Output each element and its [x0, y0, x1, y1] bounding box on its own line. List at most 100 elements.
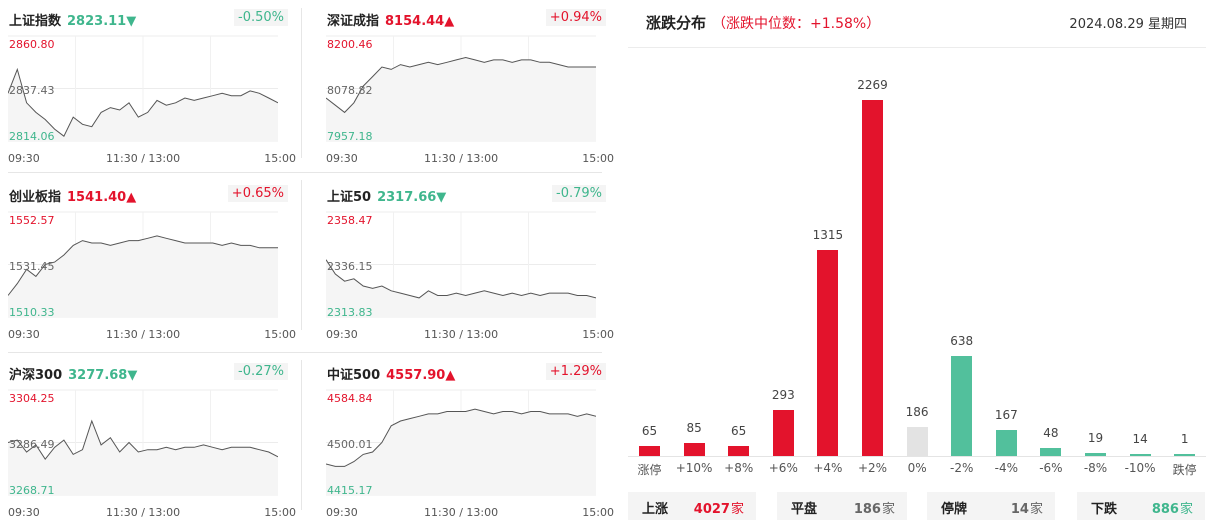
index-panel[interactable]: 沪深300 3277.68▼ -0.27% 3304.25 3286.49 3268.71… — [8, 362, 298, 520]
price-area — [8, 69, 278, 141]
row-divider — [8, 172, 602, 173]
y-mid-label: 3286.49 — [9, 438, 55, 451]
bar-category-label: 涨停 — [637, 463, 662, 477]
y-max-label: 4584.84 — [327, 392, 373, 405]
summary-count: 886家 — [1151, 502, 1193, 517]
index-name: 创业板指 1541.40▲ — [9, 190, 137, 205]
index-line-chart — [326, 389, 596, 496]
price-line — [8, 419, 278, 461]
index-line-chart — [326, 211, 596, 318]
index-panel[interactable]: 深证成指 8154.44▲ +0.94% 8200.46 8078.82 7957.18 0… — [326, 8, 616, 176]
distribution-bar[interactable] — [995, 430, 1017, 456]
x-label-close: 15:00 — [582, 328, 614, 341]
y-mid-label: 2837.43 — [9, 84, 55, 97]
bar-category-label: +6% — [768, 461, 798, 475]
x-label-open: 09:30 — [8, 506, 40, 519]
x-label-open: 09:30 — [8, 328, 40, 341]
column-divider — [301, 8, 302, 158]
index-name: 上证50 2317.66▼ — [327, 190, 447, 205]
row-divider — [8, 352, 602, 353]
bar-value-label: 293 — [771, 388, 795, 402]
x-label-close: 15:00 — [582, 152, 614, 165]
median-change: （涨跌中位数：+1.58%） — [712, 16, 881, 32]
bar-value-label: 65 — [731, 424, 747, 438]
index-change: -0.79% — [552, 185, 606, 202]
distribution-bar[interactable] — [951, 356, 973, 456]
index-price: 8154.44▲ — [385, 14, 455, 29]
y-min-label: 4415.17 — [327, 484, 373, 497]
summary-count: 14家 — [1010, 502, 1043, 517]
y-mid-label: 1531.45 — [9, 260, 55, 273]
trading-date: 2024.08.29 星期四 — [1069, 17, 1187, 32]
y-max-label: 8200.46 — [327, 38, 373, 51]
distribution-bar[interactable] — [683, 443, 705, 456]
y-max-label: 1552.57 — [9, 214, 55, 227]
bar-value-label: 65 — [641, 424, 658, 438]
price-line — [326, 56, 596, 114]
index-price: 2823.11▼ — [67, 14, 137, 29]
index-name: 深证成指 8154.44▲ — [327, 14, 455, 29]
index-price: 2317.66▼ — [377, 190, 447, 205]
distribution-bar[interactable] — [639, 446, 660, 456]
distribution-bar[interactable] — [817, 250, 839, 456]
distribution-bar[interactable] — [1085, 453, 1106, 456]
index-panel[interactable]: 中证500 4557.90▲ +1.29% 4584.84 4500.01 4415.17… — [326, 362, 616, 520]
bar-value-label: 19 — [1087, 431, 1104, 445]
index-panel[interactable]: 创业板指 1541.40▲ +0.65% 1552.57 1531.45 1510.33 0… — [8, 184, 298, 352]
distribution-title-text: 涨跌分布 — [646, 14, 707, 32]
x-label-midday: 11:30 / 13:00 — [106, 506, 181, 519]
x-label-midday: 11:30 / 13:00 — [424, 328, 499, 341]
price-area — [8, 235, 278, 317]
bar-category-label: -10% — [1124, 461, 1156, 475]
price-area — [326, 409, 596, 495]
column-divider — [301, 180, 302, 330]
summary-count: 186家 — [853, 502, 895, 517]
x-label-open: 09:30 — [326, 152, 358, 165]
index-panel[interactable]: 上证指数 2823.11▼ -0.50% 2860.80 2837.43 2814.06 0… — [8, 8, 298, 176]
index-line-chart — [8, 211, 278, 318]
index-name: 沪深300 3277.68▼ — [9, 368, 138, 383]
y-mid-label: 4500.01 — [327, 438, 373, 451]
summary-unit: 家 — [1029, 502, 1043, 517]
distribution-bar[interactable] — [862, 100, 883, 456]
distribution-bar[interactable] — [1174, 454, 1196, 456]
summary-label: 下跌 — [1091, 502, 1118, 517]
bar-value-label: 1 — [1180, 432, 1189, 446]
summary-label: 停牌 — [941, 502, 968, 517]
index-name: 上证指数 2823.11▼ — [9, 14, 137, 29]
y-max-label: 2860.80 — [9, 38, 55, 51]
x-label-close: 15:00 — [264, 506, 296, 519]
price-area — [8, 421, 278, 495]
y-min-label: 1510.33 — [9, 306, 55, 319]
bar-value-label: 48 — [1043, 426, 1059, 440]
index-panel[interactable]: 上证50 2317.66▼ -0.79% 2358.47 2336.15 2313.83 0… — [326, 184, 616, 352]
bar-category-label: 跌停 — [1172, 463, 1197, 477]
bar-category-label: +2% — [857, 461, 888, 475]
bar-value-label: 167 — [994, 408, 1018, 422]
bar-category-label: +8% — [724, 461, 754, 475]
distribution-bar[interactable] — [906, 427, 928, 456]
summary-item: 停牌 14家 — [927, 492, 1055, 520]
x-label-midday: 11:30 / 13:00 — [424, 152, 499, 165]
distribution-bar[interactable] — [772, 410, 794, 456]
summary-item: 下跌 886家 — [1077, 492, 1205, 520]
distribution-bar[interactable] — [1040, 448, 1062, 456]
price-area — [326, 57, 596, 141]
index-change: +0.94% — [545, 9, 606, 26]
index-price: 3277.68▼ — [68, 368, 138, 383]
x-label-close: 15:00 — [582, 506, 614, 519]
summary-item: 上涨 4027家 — [628, 492, 756, 520]
bar-value-label: 1315 — [812, 228, 844, 242]
index-change: +0.65% — [227, 185, 288, 202]
y-min-label: 7957.18 — [327, 130, 373, 143]
distribution-bar[interactable] — [728, 446, 750, 456]
bar-value-label: 85 — [686, 421, 702, 435]
summary-unit: 家 — [881, 502, 895, 517]
distribution-bar[interactable] — [1129, 454, 1151, 456]
bar-value-label: 2269 — [857, 78, 888, 92]
bar-category-label: 0% — [907, 461, 927, 475]
x-label-midday: 11:30 / 13:00 — [424, 506, 499, 519]
price-line — [8, 67, 278, 137]
summary-count: 4027家 — [693, 502, 744, 517]
index-line-chart — [8, 35, 278, 142]
